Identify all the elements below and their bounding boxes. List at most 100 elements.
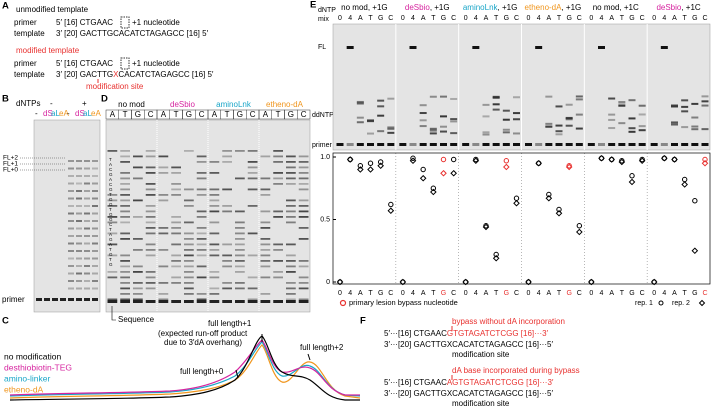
lane-label: G xyxy=(629,290,634,297)
rep1-point xyxy=(513,195,520,201)
rep1-point xyxy=(576,223,583,229)
band xyxy=(171,172,181,174)
band xyxy=(419,125,427,128)
band xyxy=(145,172,156,174)
label: FL xyxy=(318,44,326,51)
band xyxy=(92,235,98,237)
band xyxy=(76,175,82,177)
band xyxy=(145,287,156,290)
band xyxy=(260,238,271,240)
band xyxy=(196,249,207,251)
lane-box xyxy=(297,109,311,120)
legend-marker xyxy=(698,299,706,307)
band xyxy=(84,257,90,260)
rep1-point xyxy=(473,156,479,163)
sequence-letter: G xyxy=(109,217,113,222)
band xyxy=(68,212,74,215)
rep2-point xyxy=(588,278,595,286)
band xyxy=(92,272,98,275)
annotation: full length+2 xyxy=(300,343,344,352)
band xyxy=(196,265,207,268)
band xyxy=(120,260,130,262)
band xyxy=(171,254,181,257)
rep1-point xyxy=(410,155,416,161)
band xyxy=(273,161,283,163)
band xyxy=(158,172,169,174)
band xyxy=(92,242,98,245)
lane-label: G xyxy=(504,290,509,297)
band xyxy=(440,125,447,128)
band xyxy=(92,227,98,230)
lane-label: T xyxy=(174,110,179,119)
band xyxy=(92,205,98,207)
band xyxy=(133,166,143,169)
annotation: full length+0 xyxy=(180,367,224,376)
band xyxy=(120,300,130,303)
trace xyxy=(9,341,361,397)
annotation: full length+1 xyxy=(208,319,252,328)
band xyxy=(222,287,232,290)
band xyxy=(120,265,130,268)
lane-label: - xyxy=(35,109,38,118)
band xyxy=(247,254,258,257)
band xyxy=(472,46,480,49)
band xyxy=(120,298,130,301)
band xyxy=(68,175,74,177)
row-label: template xyxy=(14,29,45,38)
band xyxy=(298,188,309,191)
rep2-point xyxy=(525,278,532,286)
rep2-point xyxy=(472,157,480,165)
band xyxy=(273,210,283,213)
text-part: 5′···[16] CTGAAC xyxy=(384,378,447,387)
band xyxy=(492,143,500,146)
sequence: 5′···[16] CTGAACAGTGTAGATCTCGG [16]···3′ xyxy=(384,378,554,387)
text-part: AGTGTAGATCTCGG [16]···3′ xyxy=(447,378,554,387)
band xyxy=(298,282,309,284)
band xyxy=(273,249,283,251)
band xyxy=(158,282,169,284)
band xyxy=(209,205,220,207)
band xyxy=(387,143,395,146)
band xyxy=(260,276,271,279)
lane-label: G xyxy=(629,15,634,22)
band xyxy=(387,126,395,129)
rep2-point xyxy=(661,154,668,162)
lane-label: G xyxy=(378,15,383,22)
band xyxy=(691,128,699,131)
band xyxy=(555,133,563,136)
gel xyxy=(33,119,101,313)
band xyxy=(84,227,90,230)
band xyxy=(84,265,90,267)
band xyxy=(92,212,98,215)
lane-label: 4 xyxy=(411,15,415,22)
band xyxy=(184,221,194,224)
lane-label: C xyxy=(148,110,154,119)
band xyxy=(286,172,296,174)
band xyxy=(450,120,458,123)
lane-label: G xyxy=(288,110,294,119)
lane-label: G xyxy=(692,15,697,22)
band xyxy=(286,216,296,218)
band xyxy=(120,155,130,158)
band xyxy=(235,287,245,290)
band xyxy=(120,183,130,185)
lane-label: C xyxy=(250,110,256,119)
rep2-point xyxy=(492,254,500,262)
band xyxy=(367,119,374,122)
band xyxy=(120,238,130,240)
band xyxy=(92,250,98,252)
lane-label: T xyxy=(620,15,625,22)
band xyxy=(502,131,510,134)
band xyxy=(545,122,553,125)
group-title: no mod, +1C xyxy=(593,3,639,12)
lane-label: A xyxy=(263,110,269,119)
band xyxy=(184,254,194,257)
band xyxy=(440,115,447,118)
band xyxy=(107,271,118,273)
band xyxy=(618,104,626,107)
band xyxy=(286,271,296,273)
band xyxy=(286,161,296,163)
band xyxy=(76,197,82,200)
band xyxy=(196,155,207,158)
label: Sequence xyxy=(118,315,155,324)
